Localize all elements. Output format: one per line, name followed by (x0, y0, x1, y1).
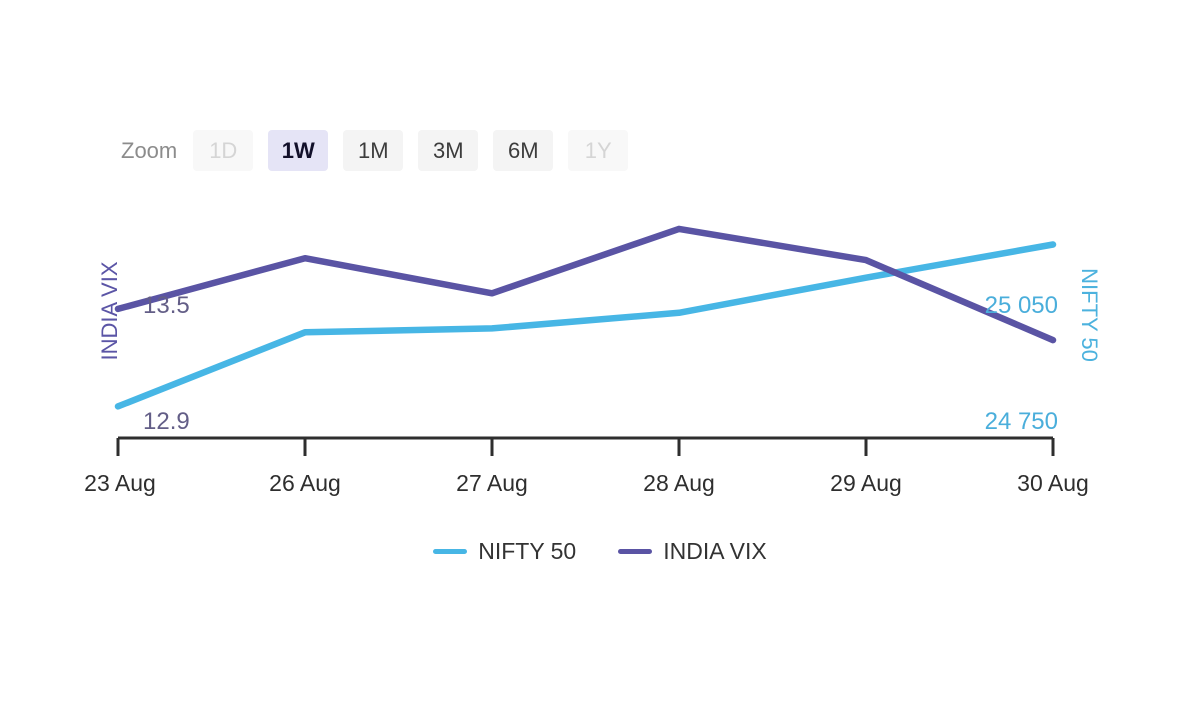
zoom-label: Zoom (121, 137, 178, 163)
x-label: 23 Aug (84, 470, 156, 496)
x-label: 28 Aug (643, 470, 715, 496)
x-label: 30 Aug (1017, 470, 1089, 496)
zoom-button-1m[interactable]: 1M (343, 130, 404, 171)
x-label: 26 Aug (269, 470, 341, 496)
legend-item-nifty50[interactable]: NIFTY 50 (433, 538, 576, 565)
legend-item-indiavix[interactable]: INDIA VIX (618, 538, 767, 565)
zoom-button-6m[interactable]: 6M (493, 130, 554, 171)
left-axis-tick-12-9: 12.9 (143, 408, 190, 435)
right-axis-title: NIFTY 50 (1077, 268, 1102, 362)
zoom-button-1y[interactable]: 1Y (568, 130, 629, 171)
right-axis-tick-24750: 24 750 (984, 408, 1058, 435)
legend-label: NIFTY 50 (478, 538, 577, 564)
x-label: 29 Aug (830, 470, 902, 496)
left-axis-title: INDIA VIX (97, 261, 122, 361)
left-axis-tick-13-5: 13.5 (143, 292, 190, 319)
legend-label: INDIA VIX (663, 538, 767, 564)
nifty50-line-swatch-icon (433, 549, 468, 554)
zoom-button-3m[interactable]: 3M (418, 130, 479, 171)
zoom-button-1d[interactable]: 1D (193, 130, 254, 171)
chart-legend: NIFTY 50 INDIA VIX (0, 538, 1200, 565)
zoom-button-1w[interactable]: 1W (268, 130, 329, 171)
right-axis-tick-25050: 25 050 (984, 292, 1058, 319)
x-label: 27 Aug (456, 470, 528, 496)
zoom-toolbar: Zoom 1D 1W 1M 3M 6M 1Y (121, 130, 643, 171)
indiavix-line-swatch-icon (618, 549, 653, 554)
